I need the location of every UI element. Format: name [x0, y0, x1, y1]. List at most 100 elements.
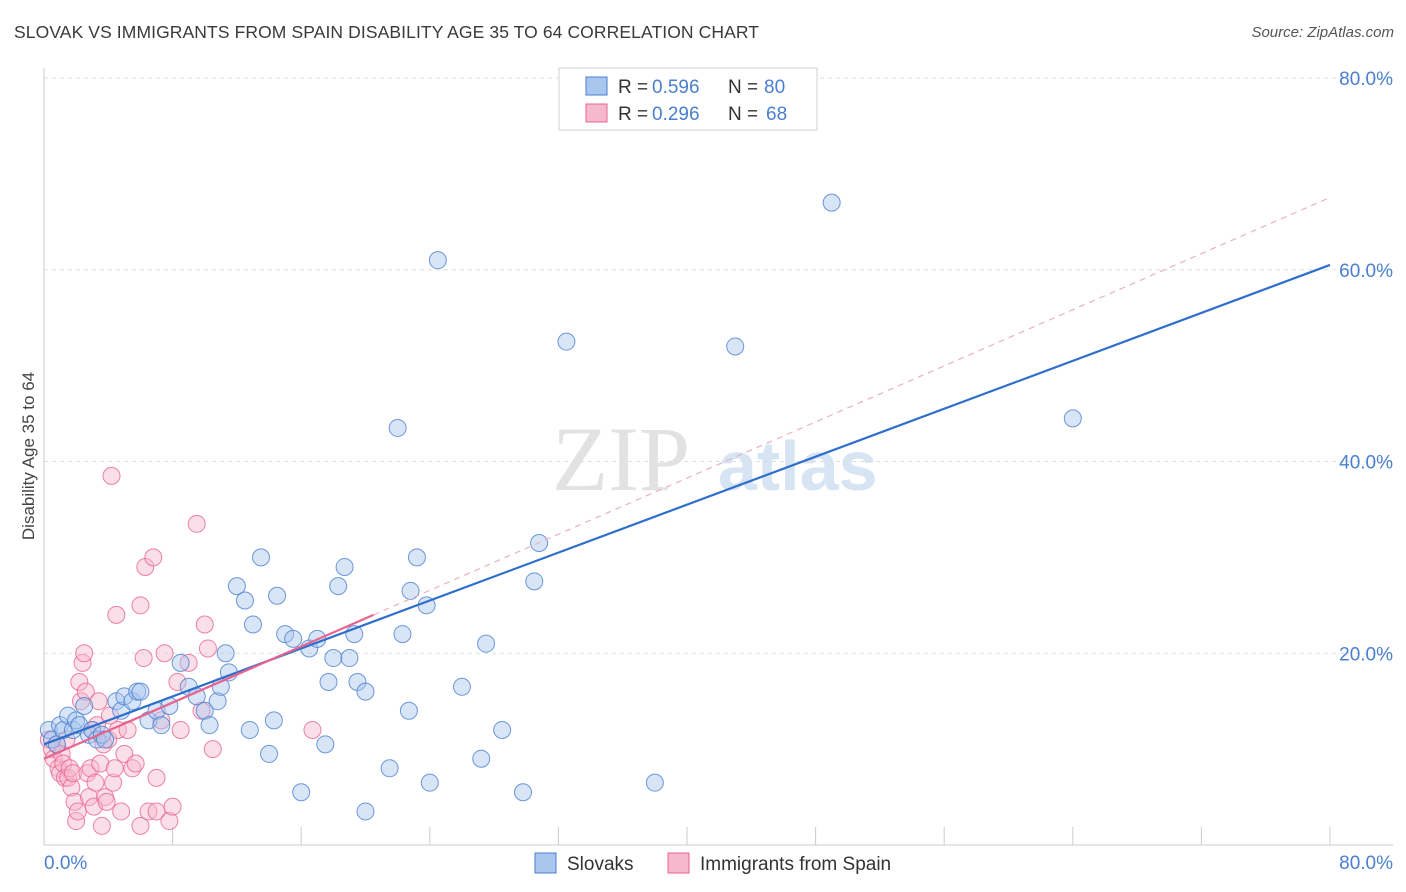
x-tick-label-max: 80.0% [1339, 853, 1393, 874]
spain-point-46 [126, 754, 145, 773]
slovaks-point-55 [356, 682, 375, 701]
gridlines [44, 77, 1393, 654]
spain-point-38 [104, 773, 123, 792]
slovaks-point-71 [525, 572, 544, 591]
spain-point-24 [81, 759, 100, 778]
slovaks-point-25 [171, 653, 190, 672]
slovaks-point-60 [399, 701, 418, 720]
spain-point-47 [131, 596, 150, 615]
legend-r-value-1: 0.596 [652, 77, 700, 98]
slovaks-point-57 [380, 759, 399, 778]
spain-point-58 [163, 797, 182, 816]
axes [43, 68, 1393, 846]
slovaks-point-20 [131, 682, 150, 701]
x-tick-label-min: 0.0% [44, 853, 87, 874]
bottom-legend-swatch-spain [667, 852, 690, 874]
spain-point-39 [105, 759, 124, 778]
spain-point-16 [68, 802, 87, 821]
spain-point-21 [76, 682, 95, 701]
bottom-legend: Slovaks Immigrants from Spain [534, 852, 891, 875]
legend-r-label-2: R = [618, 104, 648, 125]
bottom-legend-label-slovaks: Slovaks [567, 854, 634, 875]
slovaks-point-50 [329, 577, 348, 596]
slovaks-point-38 [252, 548, 271, 567]
spain-point-31 [92, 816, 111, 835]
y-tick-label-80: 80.0% [1339, 69, 1393, 90]
slovaks-point-66 [452, 677, 471, 696]
slovaks-point-36 [240, 720, 259, 739]
slovaks-point-23 [152, 716, 171, 735]
spain-point-17 [70, 673, 89, 692]
bottom-legend-label-spain: Immigrants from Spain [700, 854, 891, 875]
y-tick-labels: 20.0% 40.0% 60.0% 80.0% [1339, 69, 1393, 665]
slovaks-point-70 [514, 783, 533, 802]
source-credit: Source: ZipAtlas.com [1251, 24, 1394, 41]
spain-point-15 [67, 812, 86, 831]
slovaks-point-76 [822, 193, 841, 212]
series-immigrants-from-spain-points [39, 466, 322, 835]
slovaks-point-64 [420, 773, 439, 792]
slovaks-point-30 [208, 692, 227, 711]
spain-point-66 [203, 740, 222, 759]
spain-point-37 [102, 466, 121, 485]
spain-point-45 [123, 759, 142, 778]
trend-line-spain [43, 613, 374, 760]
slovaks-point-34 [227, 577, 246, 596]
slovaks-point-49 [324, 649, 343, 668]
spain-point-10 [59, 768, 78, 787]
spain-point-30 [91, 754, 110, 773]
legend-swatch-slovaks [585, 76, 608, 96]
spain-point-14 [65, 792, 84, 811]
slovaks-point-61 [401, 581, 420, 600]
spain-point-27 [86, 773, 105, 792]
trend-lines [43, 196, 1331, 760]
slovaks-point-51 [335, 557, 354, 576]
y-tick-label-20: 20.0% [1339, 644, 1393, 665]
slovaks-point-43 [284, 629, 303, 648]
slovaks-point-48 [319, 673, 338, 692]
spain-point-55 [152, 711, 171, 730]
slovaks-point-73 [557, 332, 576, 351]
slovaks-point-59 [393, 625, 412, 644]
slovaks-point-75 [726, 337, 745, 356]
slovaks-point-52 [340, 649, 359, 668]
y-tick-label-60: 60.0% [1339, 261, 1393, 282]
watermark-zip: ZIP [552, 408, 690, 510]
slovaks-point-67 [472, 749, 491, 768]
slovaks-point-56 [356, 802, 375, 821]
spain-point-11 [60, 759, 79, 778]
spain-point-42 [112, 802, 131, 821]
x-ticks [172, 827, 1331, 845]
slovaks-point-65 [428, 251, 447, 270]
bottom-legend-swatch-slovaks [534, 852, 557, 874]
slovaks-point-0 [39, 720, 58, 739]
spain-point-34 [97, 792, 116, 811]
spain-point-62 [187, 514, 206, 533]
slovaks-point-69 [493, 720, 512, 739]
slovaks-point-7 [67, 711, 86, 730]
legend-n-label-2: N = [728, 104, 758, 125]
legend-r-value-2: 0.296 [652, 104, 700, 125]
slovaks-point-77 [1063, 409, 1082, 428]
watermark-atlas: atlas [718, 427, 878, 505]
legend-box: R = 0.596 N = 80 R = 0.296 N = 68 [558, 67, 818, 131]
spain-point-56 [155, 644, 174, 663]
spain-point-65 [198, 639, 217, 658]
trend-line-slovaks [43, 263, 1331, 746]
slovaks-point-40 [264, 711, 283, 730]
spain-point-12 [62, 778, 81, 797]
spain-point-64 [195, 615, 214, 634]
legend-n-value-1: 80 [764, 77, 785, 98]
spain-point-48 [131, 816, 150, 835]
slovaks-point-68 [477, 634, 496, 653]
spain-point-13 [63, 764, 82, 783]
slovaks-point-41 [268, 586, 287, 605]
slovaks-point-9 [75, 696, 94, 715]
series-slovaks-points [39, 193, 1082, 821]
legend-n-value-2: 68 [766, 104, 787, 125]
slovaks-point-58 [388, 418, 407, 437]
slovaks-point-29 [200, 716, 219, 735]
y-axis-label: Disability Age 35 to 64 [19, 372, 38, 540]
legend-n-label-1: N = [728, 77, 758, 98]
